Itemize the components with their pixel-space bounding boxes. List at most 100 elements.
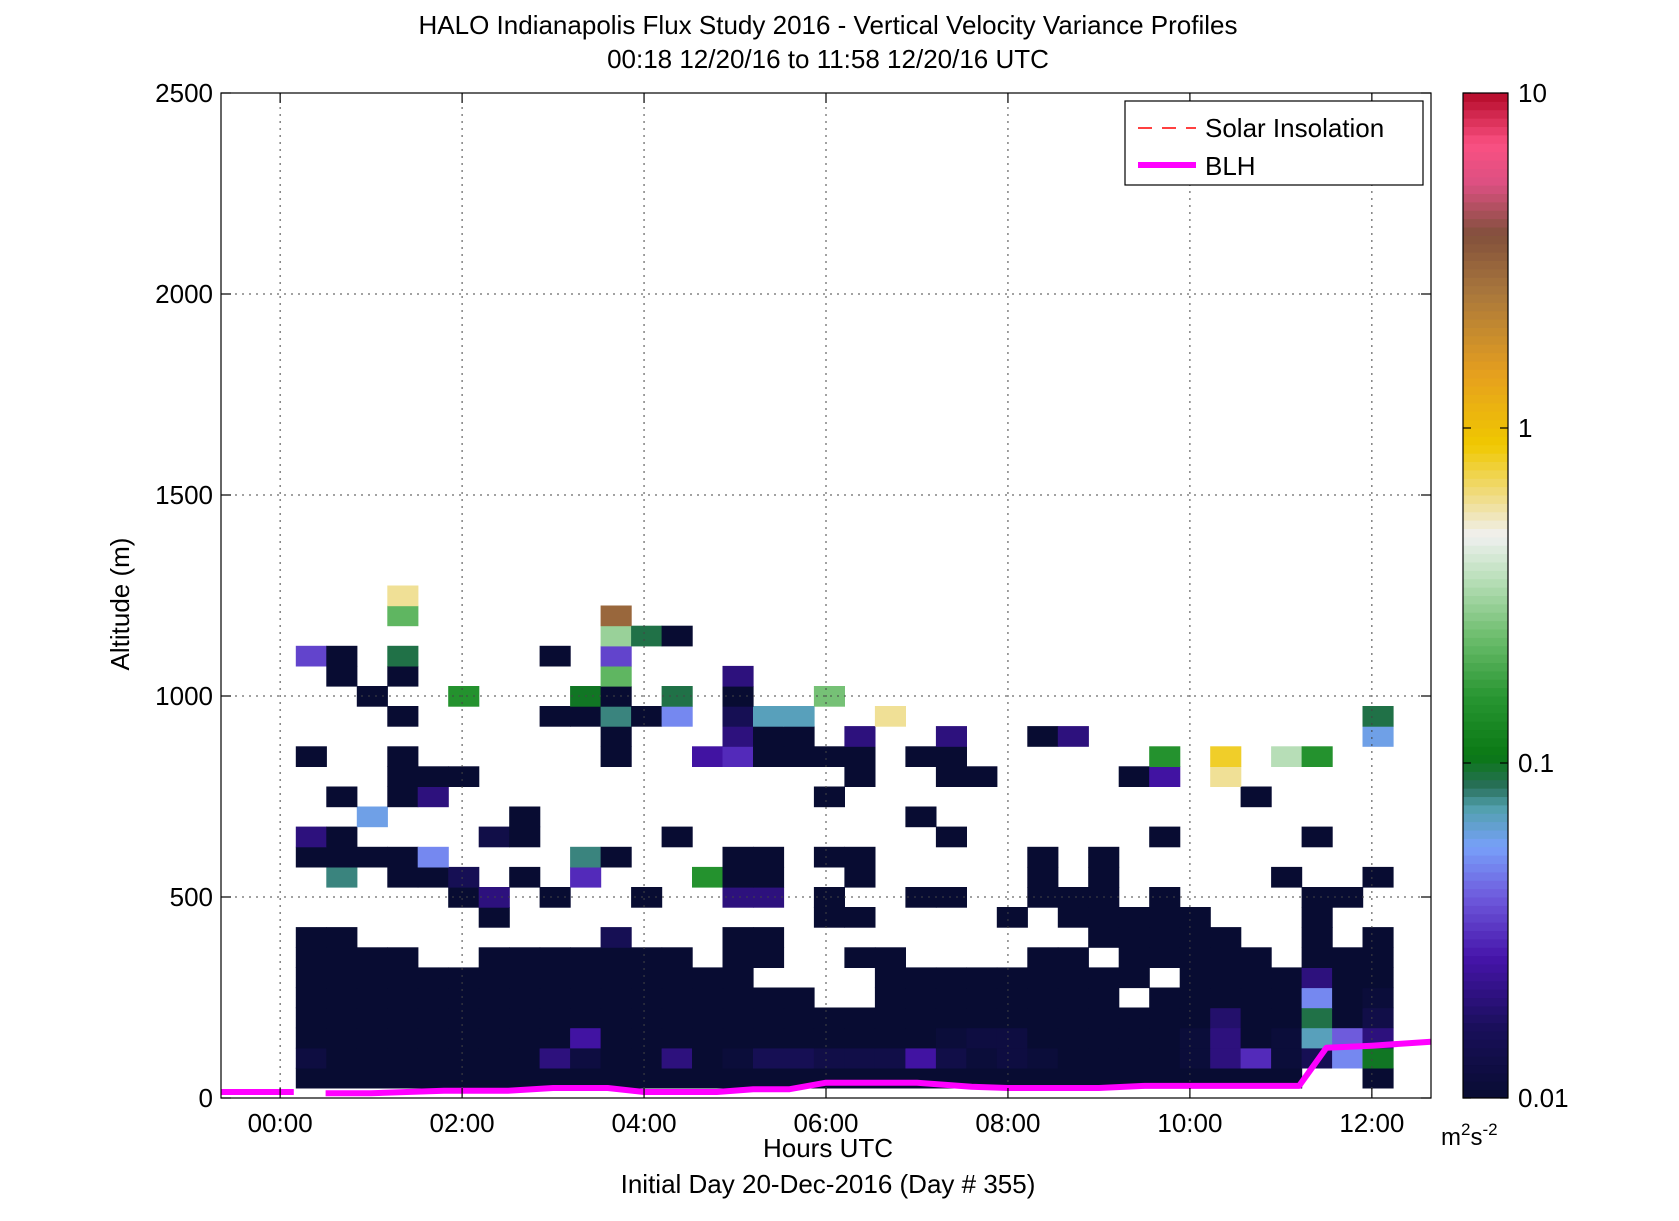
heatmap-cell [844, 907, 876, 928]
heatmap-cell [1118, 927, 1150, 948]
heatmap-cell [1149, 927, 1181, 948]
heatmap-cell [1332, 887, 1364, 908]
heatmap-cell [813, 1047, 845, 1069]
colorbar-swatch [1463, 930, 1508, 940]
heatmap-cell [570, 967, 602, 989]
heatmap-cell [692, 1047, 724, 1069]
heatmap-cell [600, 605, 632, 627]
heatmap-cell [1027, 866, 1059, 888]
heatmap-cell [509, 947, 541, 968]
colorbar-swatch [1463, 578, 1508, 588]
heatmap-cell [478, 967, 510, 989]
heatmap-cell [570, 947, 602, 968]
heatmap-cell [935, 1027, 967, 1049]
heatmap-cell [600, 625, 632, 647]
heatmap-cell [783, 746, 815, 767]
colorbar-swatch [1463, 771, 1508, 781]
colorbar-swatch [1463, 888, 1508, 898]
heatmap-cell [356, 806, 388, 828]
heatmap-cell [509, 1027, 541, 1049]
heatmap-cell [1027, 887, 1059, 908]
colorbar-swatch [1463, 1014, 1508, 1024]
heatmap-cell [448, 967, 480, 989]
heatmap-cell [753, 706, 785, 727]
heatmap-cell [813, 907, 845, 928]
heatmap-cell [722, 927, 754, 948]
colorbar-swatch [1463, 670, 1508, 680]
heatmap-cell [539, 967, 571, 989]
heatmap-cell [417, 1067, 449, 1089]
colorbar-swatch [1463, 545, 1508, 555]
heatmap-cell [753, 846, 785, 868]
heatmap-cell [1362, 1007, 1394, 1029]
heatmap-cell [356, 1007, 388, 1029]
colorbar-swatch [1463, 964, 1508, 973]
heatmap-cell [1179, 907, 1211, 928]
colorbar-swatch [1463, 821, 1508, 831]
heatmap-cell [935, 766, 967, 787]
x-axis-sublabel: Initial Day 20-Dec-2016 (Day # 355) [621, 1169, 1036, 1199]
y-tick-label: 2000 [155, 279, 213, 309]
heatmap-cell [387, 645, 419, 667]
heatmap-cell [539, 706, 571, 727]
colorbar-swatch [1463, 603, 1508, 613]
colorbar-unit: m2s-2 [1441, 1120, 1498, 1151]
heatmap-cell [631, 1047, 663, 1069]
colorbar-tick-label: 1 [1518, 413, 1532, 443]
heatmap-cell [905, 1027, 937, 1049]
heatmap-cell [631, 987, 663, 1009]
heatmap-cell [1118, 907, 1150, 928]
heatmap-cell [813, 746, 845, 767]
heatmap-cell [631, 625, 663, 647]
heatmap-cell [996, 1067, 1028, 1089]
heatmap-cell [661, 1067, 693, 1089]
colorbar-swatch [1463, 419, 1508, 429]
heatmap-cell [1088, 866, 1120, 888]
x-tick-label: 02:00 [430, 1108, 495, 1138]
heatmap-cell [1149, 887, 1181, 908]
heatmap-cell [448, 1047, 480, 1069]
colorbar-swatch [1463, 201, 1508, 211]
heatmap-cell [478, 1067, 510, 1089]
heatmap-cell [661, 826, 693, 848]
heatmap-cell [1332, 1007, 1364, 1029]
heatmap-cell [356, 947, 388, 968]
heatmap-cell [1210, 1027, 1242, 1049]
colorbar-swatch [1463, 444, 1508, 454]
heatmap-cell [1179, 927, 1211, 948]
heatmap-cell [570, 846, 602, 868]
x-tick-label: 12:00 [1339, 1108, 1404, 1138]
heatmap-cell [905, 746, 937, 767]
heatmap-cell [326, 1047, 358, 1069]
heatmap-cell [326, 826, 358, 848]
heatmap-cell [478, 907, 510, 928]
heatmap-cell [1088, 1067, 1120, 1089]
heatmap-cell [783, 1047, 815, 1069]
colorbar-swatch [1463, 570, 1508, 580]
heatmap-cell [448, 1067, 480, 1089]
heatmap-cell [1057, 887, 1089, 908]
heatmap-cell [966, 987, 998, 1009]
heatmap-cell [753, 1067, 785, 1089]
unit-sup2: -2 [1482, 1120, 1497, 1139]
heatmap-cell [600, 665, 632, 687]
heatmap-cell [844, 766, 876, 787]
heatmap-cell [996, 1047, 1028, 1069]
heatmap-cell [722, 1027, 754, 1049]
colorbar-swatch [1463, 377, 1508, 387]
heatmap-cell [295, 1047, 327, 1069]
heatmap-cell [1362, 987, 1394, 1009]
heatmap-cell [1088, 846, 1120, 868]
heatmap-cell [1179, 1047, 1211, 1069]
heatmap-cell [478, 1047, 510, 1069]
heatmap-cell [722, 1067, 754, 1089]
colorbar-swatch [1463, 176, 1508, 186]
heatmap-cell [1210, 1047, 1242, 1069]
heatmap-cell [1088, 1047, 1120, 1069]
heatmap-cell [722, 947, 754, 968]
heatmap-cell [1240, 1047, 1272, 1069]
heatmap-cell [966, 766, 998, 787]
heatmap-cell [387, 866, 419, 888]
colorbar-swatch [1463, 361, 1508, 370]
